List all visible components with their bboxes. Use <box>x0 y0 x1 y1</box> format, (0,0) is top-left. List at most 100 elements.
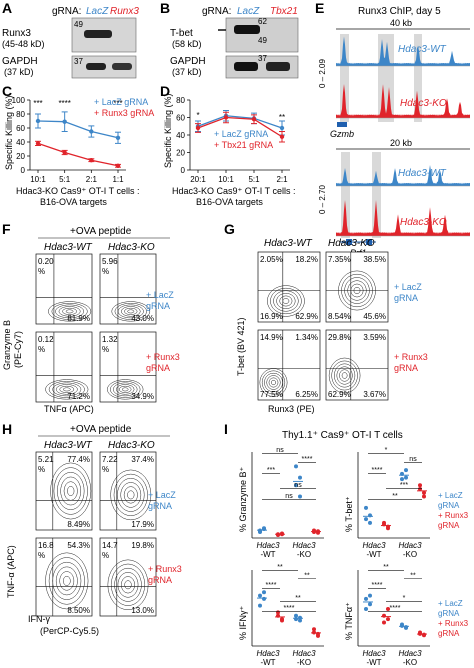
i-sig-label: ns <box>276 447 284 454</box>
h-contour <box>57 472 85 510</box>
h-contour <box>59 571 75 591</box>
f-contour <box>115 384 135 395</box>
legend-c-lacz: + LacZ gRNA <box>94 97 148 107</box>
i-dot <box>422 494 426 499</box>
i-legend-item: gRNA <box>438 629 460 638</box>
gapdh-row-label-b: GAPDH <box>170 56 206 67</box>
D-x-tick-label: 10:1 <box>218 175 234 184</box>
C-x-tick-label: 1:1 <box>112 175 124 184</box>
g-contour <box>259 368 288 397</box>
C-significance: **** <box>58 99 70 108</box>
i-dot <box>294 483 298 488</box>
f-contour <box>124 307 138 315</box>
f-contour <box>127 309 135 314</box>
f-contour <box>110 380 141 398</box>
i-dot <box>418 483 422 488</box>
C-series-line-0 <box>37 120 119 139</box>
i-group-label: -KO <box>403 658 417 667</box>
f-contour <box>55 304 85 319</box>
ylabel-c: Specific Killing (%) <box>4 95 14 170</box>
h-contour <box>63 481 78 501</box>
f-col-ko: Hdac3-KO <box>108 242 155 253</box>
i-dot <box>364 505 368 510</box>
panel-b-lane-lacz: LacZ <box>237 6 260 17</box>
g-contour <box>268 377 279 388</box>
panel-a-lane-runx3: Runx3 <box>110 6 139 17</box>
chip-highlight-3 <box>414 34 422 122</box>
i-dot <box>364 596 368 601</box>
gapdh-band-a2 <box>112 63 132 70</box>
flow-f-plots: 0.20% 81.9% 5.96% 43.0% 0.12% 71.2% 1.32% 34.9% <box>35 253 157 403</box>
i-sig-label: **** <box>266 582 277 589</box>
h-quad-br: 13.0% <box>131 606 154 615</box>
C-y-tick-label: 20 <box>16 152 25 161</box>
C-point <box>62 119 67 124</box>
g-contour <box>334 363 356 388</box>
h-contour <box>50 462 92 520</box>
i-group-label: -KO <box>403 550 417 559</box>
g-contour <box>344 277 370 304</box>
i-dot <box>418 486 422 491</box>
h-quad-tl: % <box>102 465 109 474</box>
i-group-label: Hdac3 <box>292 541 316 550</box>
i-group-label: -WT <box>366 550 381 559</box>
h-quad-br: 17.9% <box>131 520 154 529</box>
g-contour <box>353 286 361 295</box>
h-contour <box>52 561 82 600</box>
panel-letter-h: H <box>2 421 12 437</box>
chip-tracks-prf1 <box>336 164 470 237</box>
chip-ymax-1: 0 – 2.09 <box>318 59 327 88</box>
i-title: Thy1.1⁺ Cas9⁺ OT-I T cells <box>282 430 403 441</box>
runx3-band <box>84 30 112 38</box>
gzmb-gene-model <box>337 122 347 127</box>
i-dot <box>400 622 404 627</box>
f-contour <box>111 301 151 322</box>
i-sig-label: **** <box>372 467 383 474</box>
f-contour <box>51 302 88 320</box>
i-dot <box>368 513 372 518</box>
g-quad-tl: 2.05% <box>260 255 283 264</box>
h-contour <box>120 482 142 508</box>
i-dot <box>418 630 422 635</box>
i-dot <box>404 468 408 473</box>
f-plot-frame <box>35 253 93 325</box>
i-group-label: Hdac3 <box>256 541 280 550</box>
panel-i: I Thy1.1⁺ Cas9⁺ OT-I T cells % Granzyme … <box>224 421 469 667</box>
h-contour <box>45 552 89 610</box>
i-sig-label: **** <box>284 605 295 612</box>
f-contour <box>48 301 92 322</box>
i-sig-label: * <box>403 595 406 602</box>
i-legend-item: + LacZ <box>438 491 463 500</box>
h-col-ko: Hdac3-KO <box>108 440 155 451</box>
chip-wt-track-gzmb <box>336 36 470 66</box>
panel-letter-d: D <box>160 83 170 99</box>
h-contour <box>107 559 149 611</box>
g-quad-bl: 8.54% <box>328 312 351 321</box>
D-y-tick-label: 40 <box>176 131 185 140</box>
g-contour <box>347 280 367 301</box>
f-contour <box>52 382 82 397</box>
g-quad-br: 45.6% <box>363 312 386 321</box>
C-point <box>35 118 41 124</box>
D-point <box>195 125 201 131</box>
i-dot <box>276 613 280 618</box>
i-dot <box>294 464 298 469</box>
i-sig-label: ns <box>294 482 302 489</box>
chip-ko-label-2: Hdac3-KO <box>400 217 447 228</box>
i-dot <box>368 593 372 598</box>
D-series-line-1 <box>197 116 283 138</box>
i-group-label: -WT <box>366 658 381 667</box>
f-quad-br: 43.0% <box>131 314 154 323</box>
D-point <box>279 125 285 131</box>
panel-letter-b: B <box>160 0 170 16</box>
i-dot <box>422 632 426 637</box>
panel-letter-c: C <box>2 83 12 99</box>
i-dot <box>382 620 386 625</box>
h-plot-frame <box>99 451 157 531</box>
g-xlabel: Runx3 (PE) <box>268 404 315 414</box>
f-quad-tl: % <box>102 345 109 354</box>
D-y-tick-label: 20 <box>176 149 185 158</box>
h-contour <box>114 567 142 602</box>
